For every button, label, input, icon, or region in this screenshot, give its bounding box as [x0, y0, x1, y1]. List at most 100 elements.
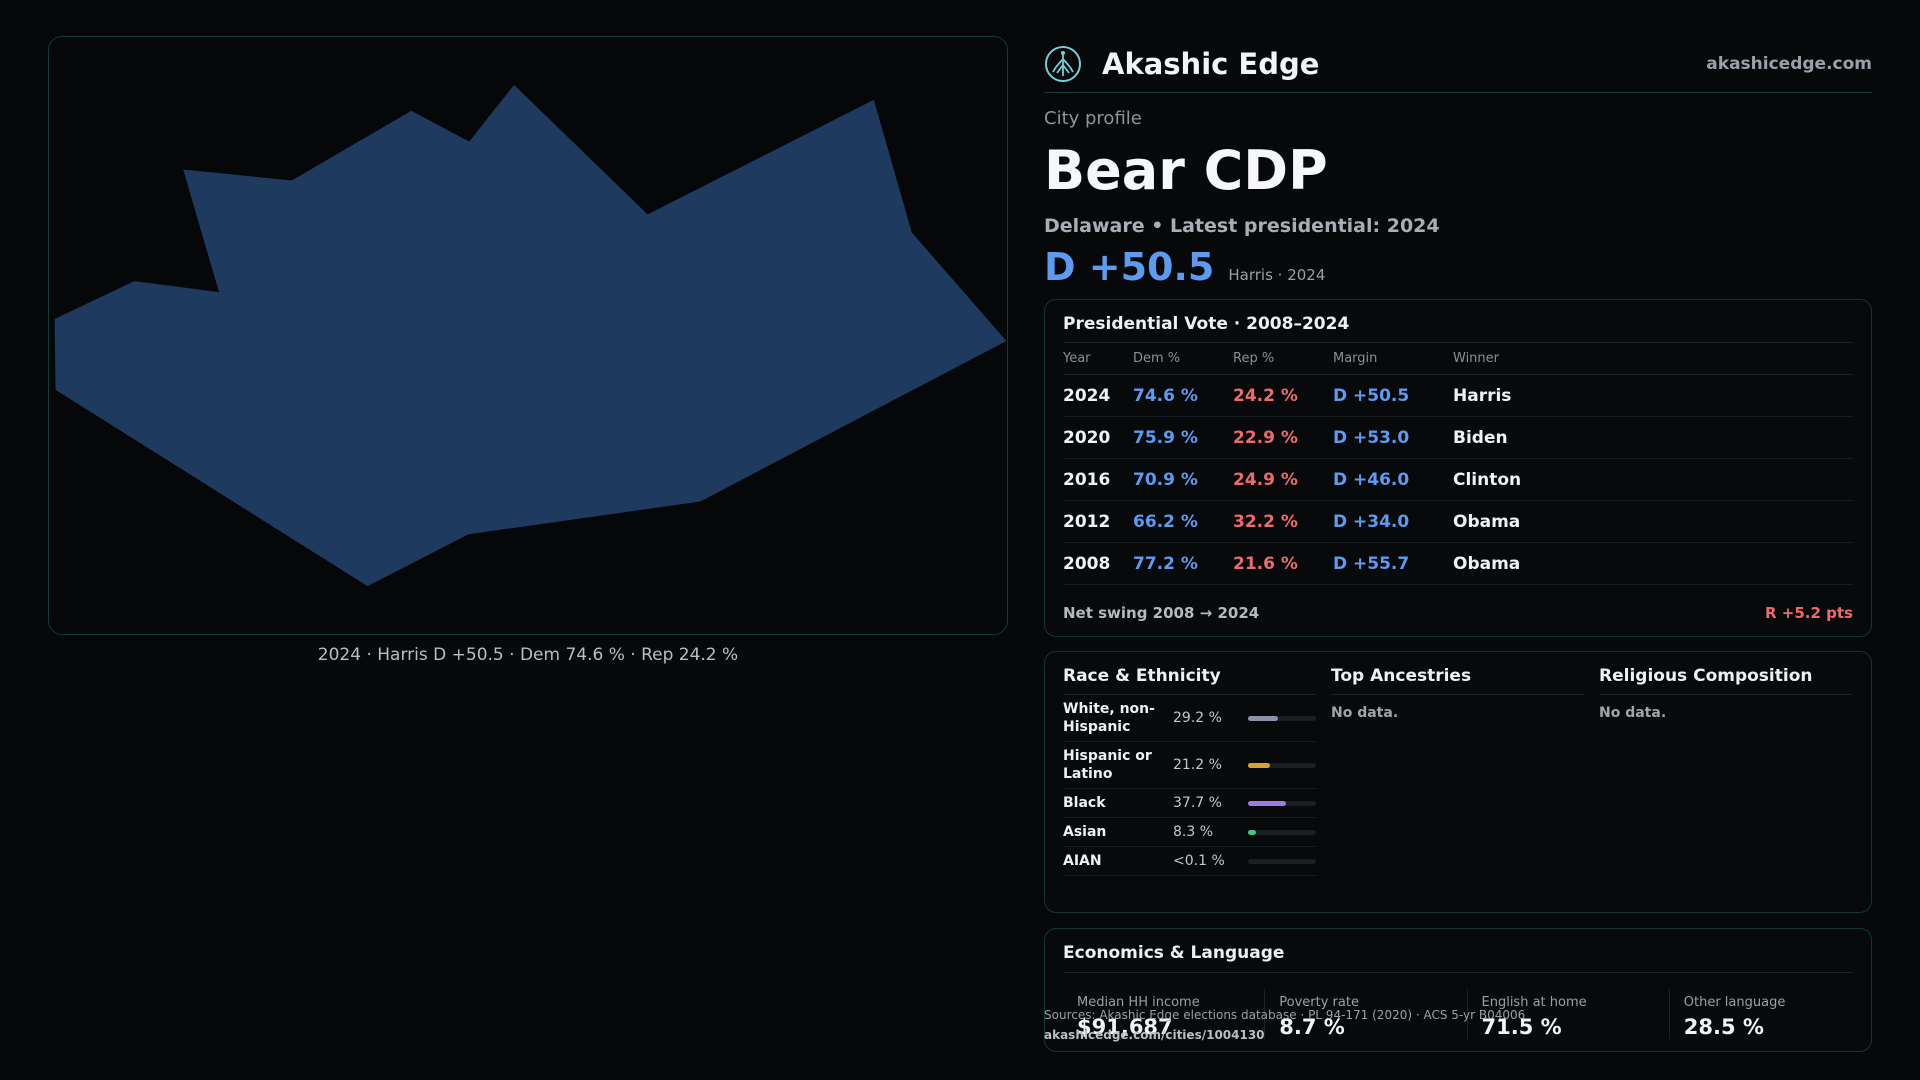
section-title: Top Ancestries	[1331, 666, 1584, 695]
stat-cell: English at home 71.5 %	[1466, 989, 1669, 1039]
profile-eyebrow: City profile	[1044, 108, 1142, 129]
dem-cell: 74.6 %	[1133, 385, 1198, 406]
race-label: White, non-Hispanic	[1063, 701, 1155, 735]
year-cell: 2024	[1063, 385, 1111, 406]
profile-header: Akashic Edge akashicedge.com City profil…	[1044, 36, 1872, 289]
economics-card: Economics & Language Median HH income $9…	[1044, 928, 1872, 1052]
rep-cell: 24.9 %	[1233, 469, 1298, 490]
column-header: Margin	[1333, 351, 1378, 366]
profile-subline: Delaware • Latest presidential: 2024	[1044, 215, 1440, 237]
margin-cell: D +55.7	[1333, 553, 1410, 574]
rep-cell: 24.2 %	[1233, 385, 1298, 406]
race-bar	[1248, 858, 1316, 864]
stat-cell: Other language 28.5 %	[1668, 989, 1871, 1039]
margin-cell: D +50.5	[1333, 385, 1410, 406]
ancestries-section: Top Ancestries No data.	[1331, 666, 1584, 898]
race-value: <0.1 %	[1173, 853, 1225, 869]
race-label: Asian	[1063, 824, 1107, 840]
column-header: Rep %	[1233, 351, 1275, 366]
headline-margin: D +50.5 Harris · 2024	[1044, 245, 1872, 289]
column-header: Year	[1063, 351, 1091, 366]
presidential-vote-card: Presidential Vote · 2008–2024 Year Dem %…	[1044, 299, 1872, 637]
stat-cell: Poverty rate 8.7 %	[1264, 989, 1466, 1039]
religion-section: Religious Composition No data.	[1599, 666, 1852, 898]
net-swing-row: Net swing 2008 → 2024 R +5.2 pts	[1063, 604, 1853, 622]
city-boundary-map[interactable]	[49, 37, 1007, 634]
stat-value: 8.7 %	[1279, 1015, 1345, 1039]
economics-grid: Median HH income $91,687 Poverty rate 8.…	[1045, 989, 1871, 1039]
margin-cell: D +53.0	[1333, 427, 1410, 448]
year-cell: 2016	[1063, 469, 1111, 490]
list-item: White, non-Hispanic 29.2 %	[1063, 695, 1316, 742]
list-item: Black 37.7 %	[1063, 789, 1316, 818]
race-bar	[1248, 829, 1316, 835]
net-swing-value: R +5.2 pts	[1765, 604, 1853, 622]
brand-url-link[interactable]: akashicedge.com	[1706, 54, 1872, 74]
race-bar-fill	[1248, 829, 1257, 835]
footer: Sources: Akashic Edge elections database…	[1044, 1005, 1525, 1045]
race-bar	[1248, 800, 1316, 806]
winner-cell: Obama	[1453, 511, 1521, 532]
dem-cell: 75.9 %	[1133, 427, 1198, 448]
winner-cell: Clinton	[1453, 469, 1522, 490]
stat-label: English at home	[1481, 995, 1587, 1010]
page-title: Bear CDP	[1044, 139, 1328, 202]
dem-cell: 70.9 %	[1133, 469, 1198, 490]
list-item: Asian 8.3 %	[1063, 818, 1316, 847]
stat-label: Other language	[1683, 995, 1786, 1010]
demographics-card: Race & Ethnicity White, non-Hispanic 29.…	[1044, 651, 1872, 913]
map-caption: 2024 · Harris D +50.5 · Dem 74.6 % · Rep…	[317, 645, 739, 665]
race-bar-fill	[1248, 800, 1287, 806]
race-label: Hispanic or Latino	[1063, 748, 1152, 782]
race-bar-fill	[1248, 762, 1270, 768]
dem-cell: 66.2 %	[1133, 511, 1198, 532]
stat-value: $91,687	[1077, 1015, 1173, 1039]
stat-cell: Median HH income $91,687	[1045, 989, 1264, 1039]
section-title: Religious Composition	[1599, 666, 1852, 695]
latest-margin-note: Harris · 2024	[1228, 266, 1326, 284]
stat-label: Median HH income	[1077, 995, 1200, 1010]
race-value: 37.7 %	[1173, 795, 1222, 811]
table-row: 2012 66.2 % 32.2 % D +34.0 Obama	[1063, 501, 1853, 543]
race-bar	[1248, 762, 1316, 768]
winner-cell: Biden	[1453, 427, 1508, 448]
dem-cell: 77.2 %	[1133, 553, 1198, 574]
race-label: Black	[1063, 795, 1106, 811]
table-row: 2016 70.9 % 24.9 % D +46.0 Clinton	[1063, 459, 1853, 501]
winner-cell: Obama	[1453, 553, 1521, 574]
stat-value: 28.5 %	[1683, 1015, 1764, 1039]
card-title: Economics & Language	[1063, 943, 1853, 973]
race-value: 29.2 %	[1173, 710, 1222, 726]
table-header: Year Dem % Rep % Margin Winner	[1063, 343, 1853, 375]
column-header: Winner	[1453, 351, 1500, 366]
net-swing-label: Net swing 2008 → 2024	[1063, 604, 1260, 622]
page-url-link[interactable]: akashicedge.com/cities/1004130	[1044, 1028, 1265, 1042]
tree-logo-icon	[1045, 46, 1081, 82]
city-boundary-shape	[54, 84, 1007, 587]
year-cell: 2008	[1063, 553, 1111, 574]
empty-state: No data.	[1599, 705, 1667, 721]
race-label: AIAN	[1063, 853, 1102, 869]
latest-margin: D +50.5	[1044, 245, 1215, 289]
margin-cell: D +34.0	[1333, 511, 1410, 532]
rep-cell: 32.2 %	[1233, 511, 1298, 532]
stat-value: 71.5 %	[1481, 1015, 1562, 1039]
table-row: 2008 77.2 % 21.6 % D +55.7 Obama	[1063, 543, 1853, 585]
rep-cell: 22.9 %	[1233, 427, 1298, 448]
map-panel[interactable]	[48, 36, 1008, 635]
rep-cell: 21.6 %	[1233, 553, 1298, 574]
brand-name: Akashic Edge	[1102, 47, 1320, 81]
list-item: AIAN <0.1 %	[1063, 847, 1316, 876]
winner-cell: Harris	[1453, 385, 1512, 406]
margin-cell: D +46.0	[1333, 469, 1410, 490]
stat-label: Poverty rate	[1279, 995, 1359, 1010]
race-bar	[1248, 715, 1316, 721]
column-header: Dem %	[1133, 351, 1181, 366]
table-row: 2024 74.6 % 24.2 % D +50.5 Harris	[1063, 375, 1853, 417]
race-value: 8.3 %	[1173, 824, 1214, 840]
race-ethnicity-section: Race & Ethnicity White, non-Hispanic 29.…	[1063, 666, 1316, 898]
race-bar-fill	[1248, 715, 1278, 721]
list-item: Hispanic or Latino 21.2 %	[1063, 742, 1316, 789]
race-value: 21.2 %	[1173, 757, 1222, 773]
card-title: Presidential Vote · 2008–2024	[1063, 314, 1853, 343]
